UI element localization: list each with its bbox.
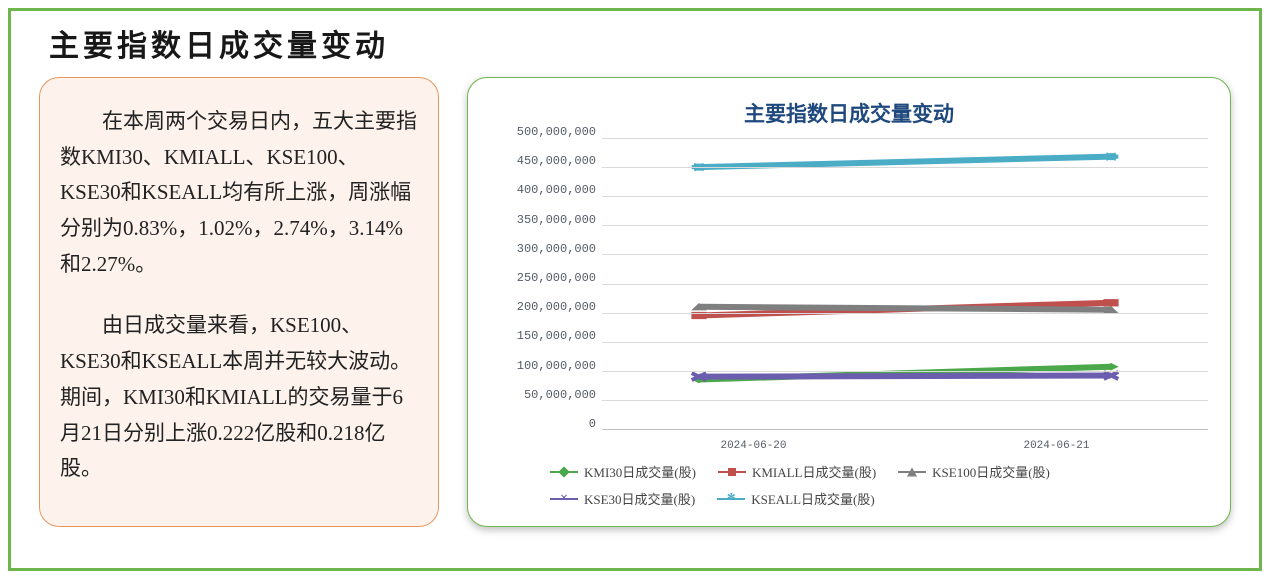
- legend-label: KSEALL日成交量(股): [751, 489, 875, 508]
- legend-label: KSE100日成交量(股): [932, 462, 1050, 481]
- grid-line: [602, 342, 1208, 343]
- legend-item: KMIALL日成交量(股): [718, 462, 876, 481]
- chart-panel: 主要指数日成交量变动 500,000,000450,000,000400,000…: [467, 77, 1231, 527]
- legend-item: ×KSE30日成交量(股): [550, 489, 695, 508]
- paragraph-1: 在本周两个交易日内，五大主要指数KMI30、KMIALL、KSE100、KSE3…: [60, 104, 418, 282]
- plot-area: [602, 138, 1208, 430]
- paragraph-2: 由日成交量来看，KSE100、KSE30和KSEALL本周并无较大波动。期间，K…: [60, 308, 418, 486]
- grid-line: [602, 254, 1208, 255]
- legend-item: *KSEALL日成交量(股): [717, 489, 875, 508]
- x-tick: 2024-06-21: [905, 440, 1208, 452]
- y-axis: 500,000,000450,000,000400,000,000350,000…: [490, 138, 602, 430]
- x-tick: 2024-06-20: [602, 440, 905, 452]
- content-row: 在本周两个交易日内，五大主要指数KMI30、KMIALL、KSE100、KSE3…: [39, 77, 1231, 547]
- legend: KMI30日成交量(股) KMIALL日成交量(股) KSE100日成交量(股) ×K…: [490, 462, 1208, 508]
- grid-line: [602, 313, 1208, 314]
- page-title: 主要指数日成交量变动: [49, 21, 1231, 65]
- grid-line: [602, 138, 1208, 139]
- legend-label: KMIALL日成交量(股): [752, 462, 876, 481]
- legend-item: KSE100日成交量(股): [898, 462, 1050, 481]
- chart-title: 主要指数日成交量变动: [490, 98, 1208, 128]
- text-panel: 在本周两个交易日内，五大主要指数KMI30、KMIALL、KSE100、KSE3…: [39, 77, 439, 527]
- grid-line: [602, 196, 1208, 197]
- legend-item: KMI30日成交量(股): [550, 462, 696, 481]
- series-KSE30日成交量(股): [692, 372, 1119, 380]
- grid-line: [602, 167, 1208, 168]
- grid-line: [602, 400, 1208, 401]
- legend-label: KSE30日成交量(股): [584, 489, 695, 508]
- grid-line: [602, 225, 1208, 226]
- grid-line: [602, 371, 1208, 372]
- grid-line: [602, 284, 1208, 285]
- x-axis: 2024-06-202024-06-21: [602, 440, 1208, 452]
- outer-frame: 主要指数日成交量变动 在本周两个交易日内，五大主要指数KMI30、KMIALL、…: [8, 8, 1262, 571]
- plot-wrap: 500,000,000450,000,000400,000,000350,000…: [490, 138, 1208, 430]
- legend-label: KMI30日成交量(股): [584, 462, 696, 481]
